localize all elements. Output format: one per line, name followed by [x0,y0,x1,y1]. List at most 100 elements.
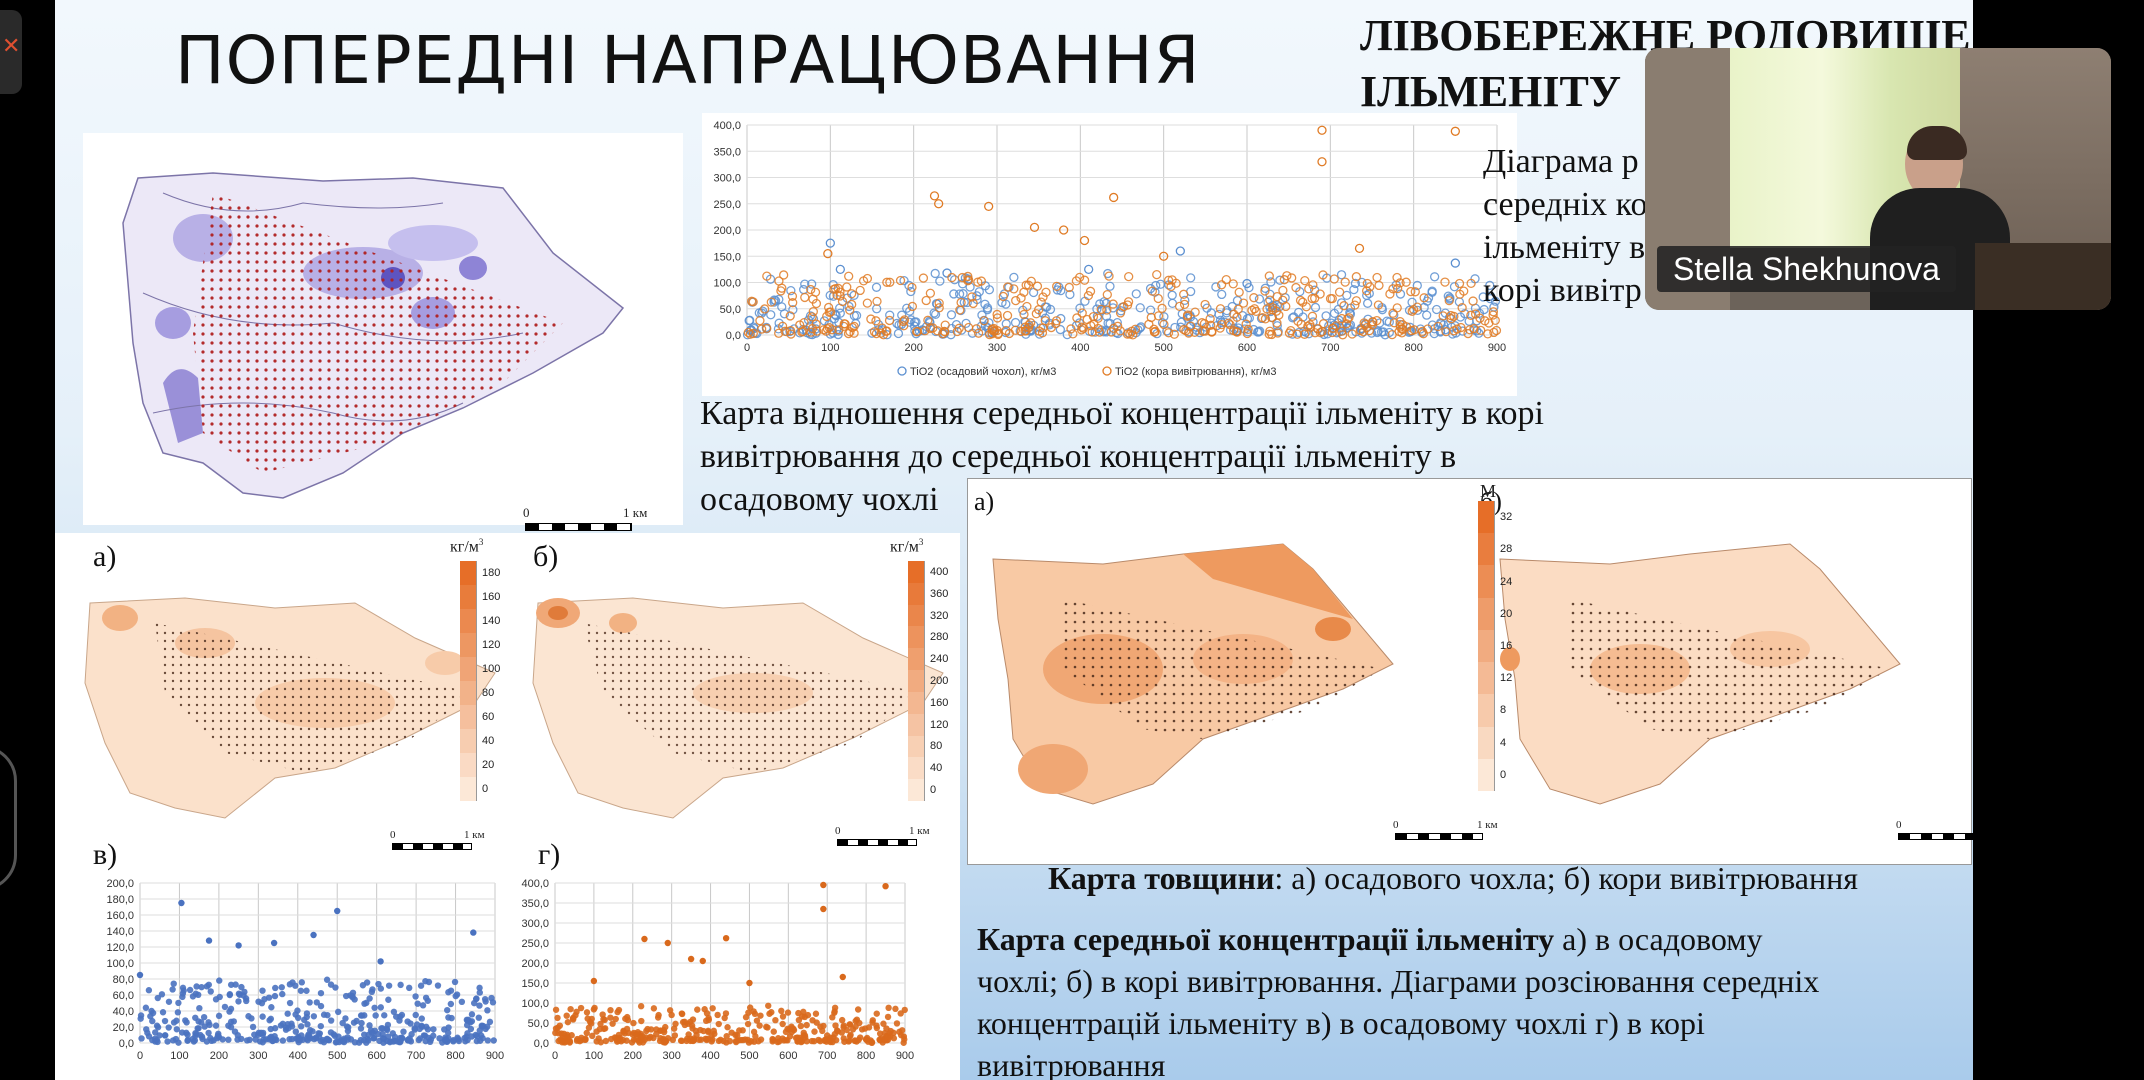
data-point [418,1015,425,1022]
data-point [634,1029,642,1036]
legend-tick-label: 240 [930,653,949,666]
legend-swatch [460,681,477,705]
data-point [778,1007,785,1015]
data-point [279,990,286,998]
data-point [947,272,957,283]
data-point [1457,303,1467,313]
data-point [732,1038,740,1046]
data-point [221,1003,229,1011]
data-point [779,270,789,280]
data-point [766,310,776,320]
data-point [1337,320,1347,330]
data-point [1488,307,1499,317]
data-point [297,987,305,994]
data-point [807,279,817,289]
data-point [582,1035,589,1042]
data-point [476,989,483,996]
side-circle-button[interactable] [0,745,17,891]
data-point [1300,275,1310,286]
data-point [855,285,865,296]
data-point [906,286,916,297]
data-point [1170,322,1180,333]
data-point [238,983,245,991]
data-point [1336,270,1347,280]
data-point [862,298,873,308]
data-point [270,939,278,947]
y-tick-label: 150,0 [521,978,549,990]
data-point [763,1023,770,1031]
data-point [1395,278,1405,288]
x-tick-label: 100 [585,1050,603,1062]
data-point [660,1028,668,1036]
data-point [366,1022,373,1029]
conc-caption-bold: Карта середньої концентрації ільменіту [977,921,1555,957]
data-point [422,1037,429,1045]
data-point [570,1016,577,1023]
data-point [215,1030,222,1037]
data-point [800,279,810,289]
data-point [753,1017,761,1024]
data-point [979,316,989,326]
data-point [468,1011,476,1018]
scale-km: 1 км [623,505,648,520]
data-point [849,328,859,338]
data-point [1167,290,1177,300]
data-point [1450,126,1460,136]
legend-tick-label: 28 [1500,543,1513,556]
data-point [671,1032,679,1039]
data-point [458,998,466,1006]
data-point [147,1013,154,1020]
legend-tick-label: 60 [482,711,495,723]
data-point [1243,324,1253,335]
legend-tick-label: 40 [930,762,943,775]
data-point [1334,287,1345,297]
data-point [840,1035,847,1042]
data-point [313,999,320,1006]
data-point [862,273,873,284]
webcam-tile[interactable]: Stella Shekhunova [1645,48,2111,310]
data-point [612,1015,619,1023]
data-point [762,271,772,281]
data-point [279,1020,287,1028]
legend-swatch [1478,726,1495,759]
data-point [893,328,904,339]
data-point [259,987,266,994]
data-point [219,1036,226,1043]
legend-tick-label: 280 [930,631,949,644]
data-point [1429,328,1439,339]
data-point [444,1006,451,1014]
scatter-g-svg: 0 100 200 300 400 500 600 700 800 900 0,0 50,0 100,0… [521,878,914,1062]
side-menu-button[interactable]: ✕ [0,10,22,94]
data-point [192,1029,199,1037]
legend-swatch [1478,565,1495,598]
data-point [1102,305,1112,315]
data-point [650,1034,657,1042]
data-point [973,328,984,338]
data-point [423,1023,430,1031]
data-point [476,1002,483,1009]
data-point [1315,327,1326,338]
data-point [1344,312,1354,323]
data-point [386,1038,394,1046]
data-point [899,315,910,325]
data-point [1480,316,1490,326]
data-point [184,1036,192,1044]
data-point [385,982,393,989]
data-point [714,1011,721,1019]
data-point [138,1035,145,1042]
data-point [385,996,392,1003]
slide-title: ПОПЕРЕДНІ НАПРАЦЮВАННЯ [175,22,1201,99]
data-point [779,1013,787,1020]
data-point [1179,289,1189,299]
data-point [235,942,242,949]
data-point [255,998,262,1005]
data-point [1016,293,1026,303]
data-point [800,292,810,303]
diagram-caption-line2: середніх ко [1483,186,1648,223]
legend-tick-label: 8 [1500,704,1507,717]
data-point [1339,301,1349,311]
data-point [785,311,795,321]
data-point [1009,284,1019,294]
data-point [452,992,459,1000]
legend-tick-label: 320 [930,609,949,622]
